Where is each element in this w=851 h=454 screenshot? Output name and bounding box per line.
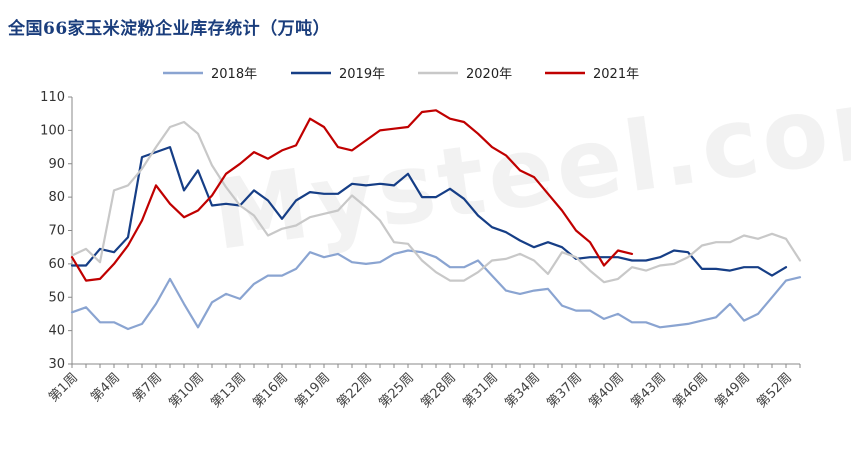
x-tick-label: 第4周 (88, 370, 123, 405)
y-tick-label: 80 (48, 190, 65, 205)
x-tick-label: 第31周 (460, 370, 501, 411)
legend-label: 2019年 (339, 67, 385, 82)
chart-lines (70, 109, 802, 331)
legend-label: 2021年 (593, 67, 639, 82)
x-tick-label: 第40周 (586, 370, 627, 411)
chart-axes: 30 40 50 60 70 80 90 100 110 第1周 第4周 第7周 第10周 第13周 第16… (40, 90, 801, 411)
x-tick-label: 第43周 (628, 370, 669, 411)
legend-label: 2018年 (211, 67, 257, 82)
x-tick-label: 第46周 (670, 370, 711, 411)
x-tick-label: 第37周 (544, 370, 585, 411)
x-tick-label: 第13周 (208, 370, 249, 411)
x-tick-label: 第49周 (712, 370, 753, 411)
y-tick-label: 60 (48, 257, 65, 272)
y-tick-label: 40 (48, 324, 65, 339)
series-line-2019年 (70, 146, 788, 277)
y-tick-label: 30 (48, 357, 65, 372)
y-tick-label: 70 (48, 224, 65, 239)
y-tick-label: 110 (40, 90, 65, 105)
chart-legend: 2018年 2019年 2020年 2021年 (163, 67, 639, 82)
series-line-2020年 (70, 120, 802, 284)
series-line-2021年 (70, 109, 634, 282)
y-tick-label: 100 (40, 123, 65, 138)
y-tick-label: 50 (48, 290, 65, 305)
chart-title: 全国66家玉米淀粉企业库存统计（万吨） (8, 19, 331, 39)
x-tick-label: 第28周 (418, 370, 459, 411)
legend-label: 2020年 (466, 67, 512, 82)
x-tick-label: 第52周 (754, 370, 795, 411)
x-tick-label: 第22周 (334, 370, 375, 411)
x-tick-label: 第16周 (250, 370, 291, 411)
x-tick-label: 第7周 (130, 370, 165, 405)
x-tick-label: 第10周 (166, 370, 207, 411)
x-tick-label: 第25周 (376, 370, 417, 411)
y-tick-label: 90 (48, 157, 65, 172)
series-line-2018年 (70, 249, 802, 331)
x-tick-label: 第1周 (46, 370, 81, 405)
x-tick-label: 第19周 (292, 370, 333, 411)
x-tick-label: 第34周 (502, 370, 543, 411)
